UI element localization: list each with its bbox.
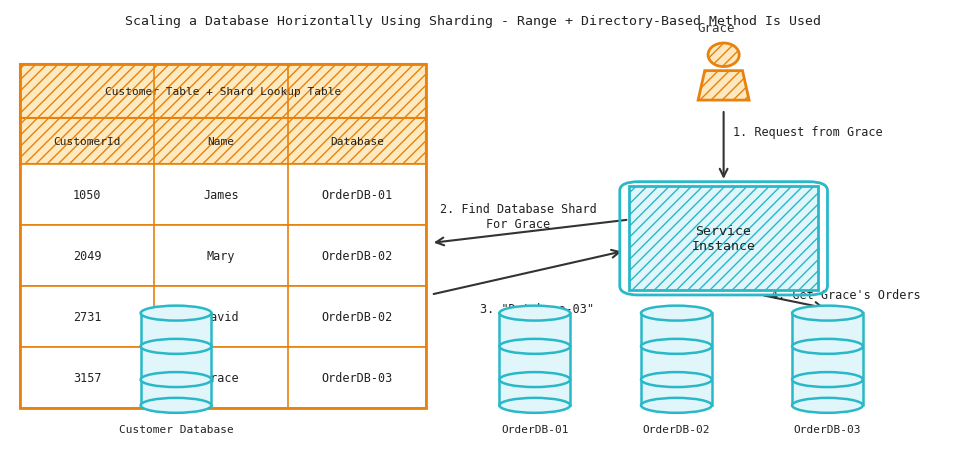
Polygon shape xyxy=(20,347,426,409)
Polygon shape xyxy=(20,65,426,119)
Polygon shape xyxy=(641,313,712,405)
Ellipse shape xyxy=(792,339,863,354)
Text: 2049: 2049 xyxy=(73,249,102,262)
Text: 3157: 3157 xyxy=(73,371,102,384)
Ellipse shape xyxy=(641,398,712,413)
Ellipse shape xyxy=(708,44,739,67)
Text: OrderDB-02: OrderDB-02 xyxy=(643,424,711,434)
Text: OrderDB-02: OrderDB-02 xyxy=(321,310,393,324)
Text: David: David xyxy=(203,310,239,324)
Text: 2. Find Database Shard
For Grace: 2. Find Database Shard For Grace xyxy=(440,202,596,230)
Text: OrderDB-02: OrderDB-02 xyxy=(321,249,393,262)
Polygon shape xyxy=(20,225,426,286)
Ellipse shape xyxy=(792,398,863,413)
Polygon shape xyxy=(792,313,863,405)
Text: James: James xyxy=(203,188,239,201)
Ellipse shape xyxy=(641,339,712,354)
Ellipse shape xyxy=(141,306,211,321)
Text: 2731: 2731 xyxy=(73,310,102,324)
Text: Scaling a Database Horizontally Using Sharding - Range + Directory-Based Method : Scaling a Database Horizontally Using Sh… xyxy=(126,15,822,28)
Polygon shape xyxy=(20,286,426,347)
Ellipse shape xyxy=(792,372,863,387)
Text: Customer Table + Shard Lookup Table: Customer Table + Shard Lookup Table xyxy=(105,87,341,97)
Text: Mary: Mary xyxy=(207,249,236,262)
Ellipse shape xyxy=(500,372,571,387)
Polygon shape xyxy=(500,313,571,405)
Text: OrderDB-03: OrderDB-03 xyxy=(321,371,393,384)
Polygon shape xyxy=(698,71,749,101)
Ellipse shape xyxy=(641,372,712,387)
Ellipse shape xyxy=(141,372,211,387)
Ellipse shape xyxy=(641,306,712,321)
Text: Customer Database: Customer Database xyxy=(119,424,233,434)
Polygon shape xyxy=(141,313,211,405)
Text: OrderDB-01: OrderDB-01 xyxy=(501,424,569,434)
Ellipse shape xyxy=(141,398,211,413)
Text: Service
Instance: Service Instance xyxy=(691,225,756,253)
Polygon shape xyxy=(20,164,426,225)
Text: CustomerId: CustomerId xyxy=(54,136,121,147)
Text: 1050: 1050 xyxy=(73,188,102,201)
Text: 1. Request from Grace: 1. Request from Grace xyxy=(733,126,882,139)
Text: Grace: Grace xyxy=(697,22,735,35)
Ellipse shape xyxy=(500,398,571,413)
Text: 4. Get Grace's Orders: 4. Get Grace's Orders xyxy=(771,289,921,302)
Text: OrderDB-03: OrderDB-03 xyxy=(794,424,861,434)
Ellipse shape xyxy=(792,306,863,321)
Polygon shape xyxy=(629,187,818,291)
Ellipse shape xyxy=(141,339,211,354)
Text: Database: Database xyxy=(330,136,385,147)
Text: Grace: Grace xyxy=(203,371,239,384)
Ellipse shape xyxy=(500,306,571,321)
Text: Name: Name xyxy=(208,136,235,147)
Ellipse shape xyxy=(500,339,571,354)
Text: OrderDB-01: OrderDB-01 xyxy=(321,188,393,201)
Text: 3. "Database-03": 3. "Database-03" xyxy=(480,302,595,315)
Polygon shape xyxy=(20,119,426,164)
